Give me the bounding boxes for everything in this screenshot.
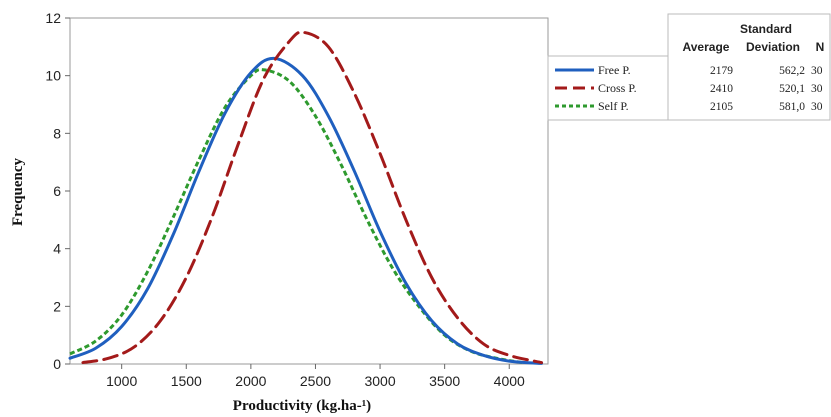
y-tick-label: 0 (53, 356, 61, 372)
y-axis-label: Frequency (10, 157, 26, 226)
y-tick-label: 12 (45, 10, 61, 26)
x-tick-label: 4000 (494, 373, 525, 389)
stats-row-free-n: 30 (811, 65, 823, 77)
y-axis: 0 2 4 6 8 10 12 (45, 10, 70, 372)
stats-table: Standard Average Deviation N 2179 562,2 … (667, 13, 831, 121)
x-axis: 1000 1500 2000 2500 3000 3500 4000 (106, 364, 525, 389)
series-layer (68, 30, 544, 365)
legend-label-self: Self P. (598, 99, 629, 113)
legend-label-free: Free P. (598, 63, 631, 77)
x-tick-label: 2000 (235, 373, 266, 389)
series-line-free-p (68, 56, 544, 365)
y-tick-label: 4 (53, 241, 61, 257)
y-tick-label: 8 (53, 125, 61, 141)
stats-table-box (667, 13, 831, 121)
legend-label-cross: Cross P. (598, 81, 637, 95)
x-tick-label: 3000 (364, 373, 395, 389)
y-tick-label: 6 (53, 183, 61, 199)
stats-header-n: N (816, 40, 825, 54)
stats-row-cross-sd: 520,1 (779, 83, 805, 95)
stats-row-self-sd: 581,0 (779, 101, 805, 113)
stats-row-free-sd: 562,2 (779, 65, 805, 77)
stats-row-cross-average: 2410 (710, 83, 733, 95)
x-tick-label: 1500 (171, 373, 202, 389)
x-tick-label: 3500 (429, 373, 460, 389)
x-tick-label: 1000 (106, 373, 137, 389)
stats-header-standard: Standard (740, 22, 792, 36)
stats-row-cross-n: 30 (811, 83, 823, 95)
stats-row-self-average: 2105 (710, 101, 733, 113)
stats-header-deviation: Deviation (746, 40, 800, 54)
y-tick-label: 2 (53, 298, 61, 314)
x-axis-label: Productivity (kg.ha-¹) (233, 398, 371, 414)
x-tick-label: 2500 (300, 373, 331, 389)
legend: Free P. Cross P. Self P. (547, 55, 669, 121)
stats-row-self-n: 30 (811, 101, 823, 113)
y-tick-label: 10 (45, 68, 61, 84)
stats-row-free-average: 2179 (710, 65, 733, 77)
series-line-cross-p (81, 30, 544, 365)
plot-frame (69, 17, 549, 365)
stats-header-average: Average (683, 40, 730, 54)
